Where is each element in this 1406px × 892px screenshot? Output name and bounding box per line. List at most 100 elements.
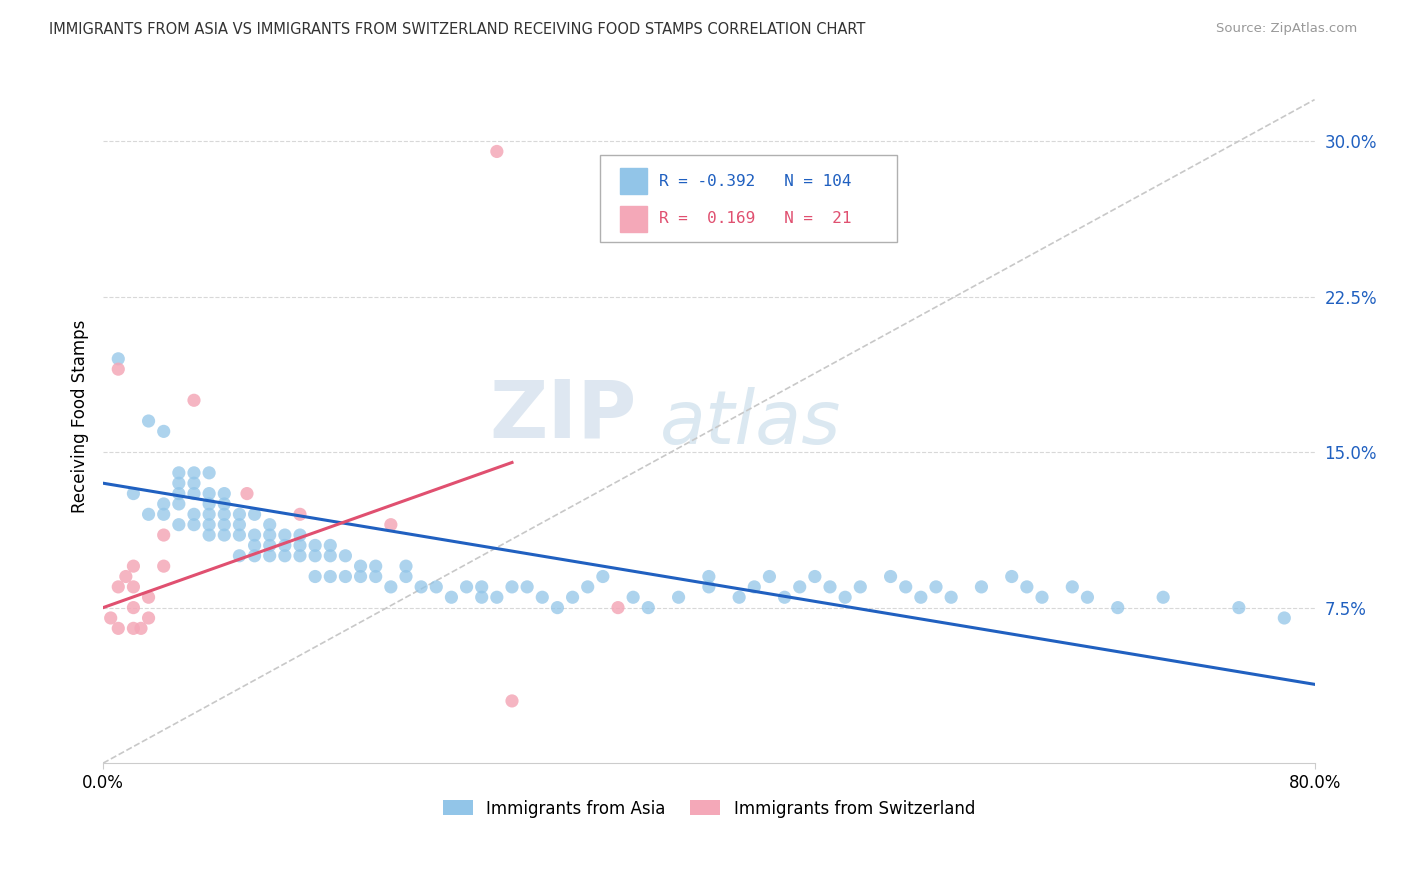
Point	[198, 466, 221, 480]
Point	[198, 528, 221, 542]
Point	[152, 528, 174, 542]
Point	[879, 569, 901, 583]
Point	[304, 569, 326, 583]
FancyBboxPatch shape	[600, 155, 897, 242]
Point	[100, 611, 122, 625]
Point	[214, 508, 236, 522]
Legend: Immigrants from Asia, Immigrants from Switzerland: Immigrants from Asia, Immigrants from Sw…	[436, 793, 981, 824]
Point	[319, 549, 342, 563]
Point	[274, 528, 297, 542]
Point	[576, 580, 599, 594]
Point	[288, 508, 311, 522]
Point	[183, 466, 205, 480]
Point	[288, 538, 311, 552]
Bar	[620, 205, 647, 232]
Point	[129, 621, 152, 635]
Point	[319, 538, 342, 552]
Point	[152, 497, 174, 511]
Point	[1227, 600, 1250, 615]
Point	[501, 694, 523, 708]
Point	[516, 580, 538, 594]
Point	[183, 393, 205, 408]
Point	[380, 517, 402, 532]
Point	[380, 580, 402, 594]
Point	[697, 569, 720, 583]
Point	[167, 466, 190, 480]
Point	[501, 580, 523, 594]
Point	[910, 591, 932, 605]
Point	[849, 580, 872, 594]
Point	[411, 580, 433, 594]
Point	[259, 528, 281, 542]
Point	[546, 600, 568, 615]
Point	[637, 600, 659, 615]
Text: atlas: atlas	[661, 387, 842, 458]
Point	[138, 508, 160, 522]
Point	[288, 528, 311, 542]
Point	[138, 591, 160, 605]
Point	[122, 559, 145, 574]
Point	[592, 569, 614, 583]
Point	[107, 580, 129, 594]
Point	[259, 538, 281, 552]
Point	[152, 425, 174, 439]
Point	[1062, 580, 1084, 594]
Point	[471, 580, 494, 594]
Point	[228, 508, 250, 522]
Point	[349, 569, 371, 583]
Point	[183, 476, 205, 491]
Point	[167, 486, 190, 500]
Point	[152, 559, 174, 574]
Point	[167, 497, 190, 511]
Point	[561, 591, 583, 605]
Point	[122, 486, 145, 500]
Y-axis label: Receiving Food Stamps: Receiving Food Stamps	[72, 319, 89, 513]
Point	[122, 580, 145, 594]
Point	[970, 580, 993, 594]
Point	[152, 508, 174, 522]
Point	[894, 580, 917, 594]
Point	[167, 476, 190, 491]
Point	[198, 517, 221, 532]
Point	[214, 517, 236, 532]
Point	[742, 580, 765, 594]
Point	[425, 580, 447, 594]
Point	[107, 621, 129, 635]
Point	[198, 497, 221, 511]
Point	[288, 549, 311, 563]
Point	[138, 611, 160, 625]
Point	[1107, 600, 1129, 615]
Point	[471, 591, 494, 605]
Point	[925, 580, 948, 594]
Point	[335, 569, 357, 583]
Point	[138, 414, 160, 428]
Point	[228, 528, 250, 542]
Point	[1001, 569, 1024, 583]
Point	[243, 549, 266, 563]
Point	[335, 549, 357, 563]
Point	[395, 559, 418, 574]
Point	[107, 351, 129, 366]
Point	[259, 517, 281, 532]
Point	[349, 559, 371, 574]
Point	[107, 362, 129, 376]
Point	[395, 569, 418, 583]
Point	[167, 517, 190, 532]
Point	[243, 508, 266, 522]
Point	[274, 538, 297, 552]
Text: Source: ZipAtlas.com: Source: ZipAtlas.com	[1216, 22, 1357, 36]
Point	[697, 580, 720, 594]
Point	[198, 508, 221, 522]
Point	[773, 591, 796, 605]
Bar	[620, 168, 647, 194]
Point	[364, 559, 387, 574]
Point	[485, 591, 508, 605]
Point	[440, 591, 463, 605]
Point	[115, 569, 138, 583]
Point	[1152, 591, 1174, 605]
Point	[259, 549, 281, 563]
Point	[214, 528, 236, 542]
Point	[758, 569, 780, 583]
Point	[183, 517, 205, 532]
Point	[804, 569, 827, 583]
